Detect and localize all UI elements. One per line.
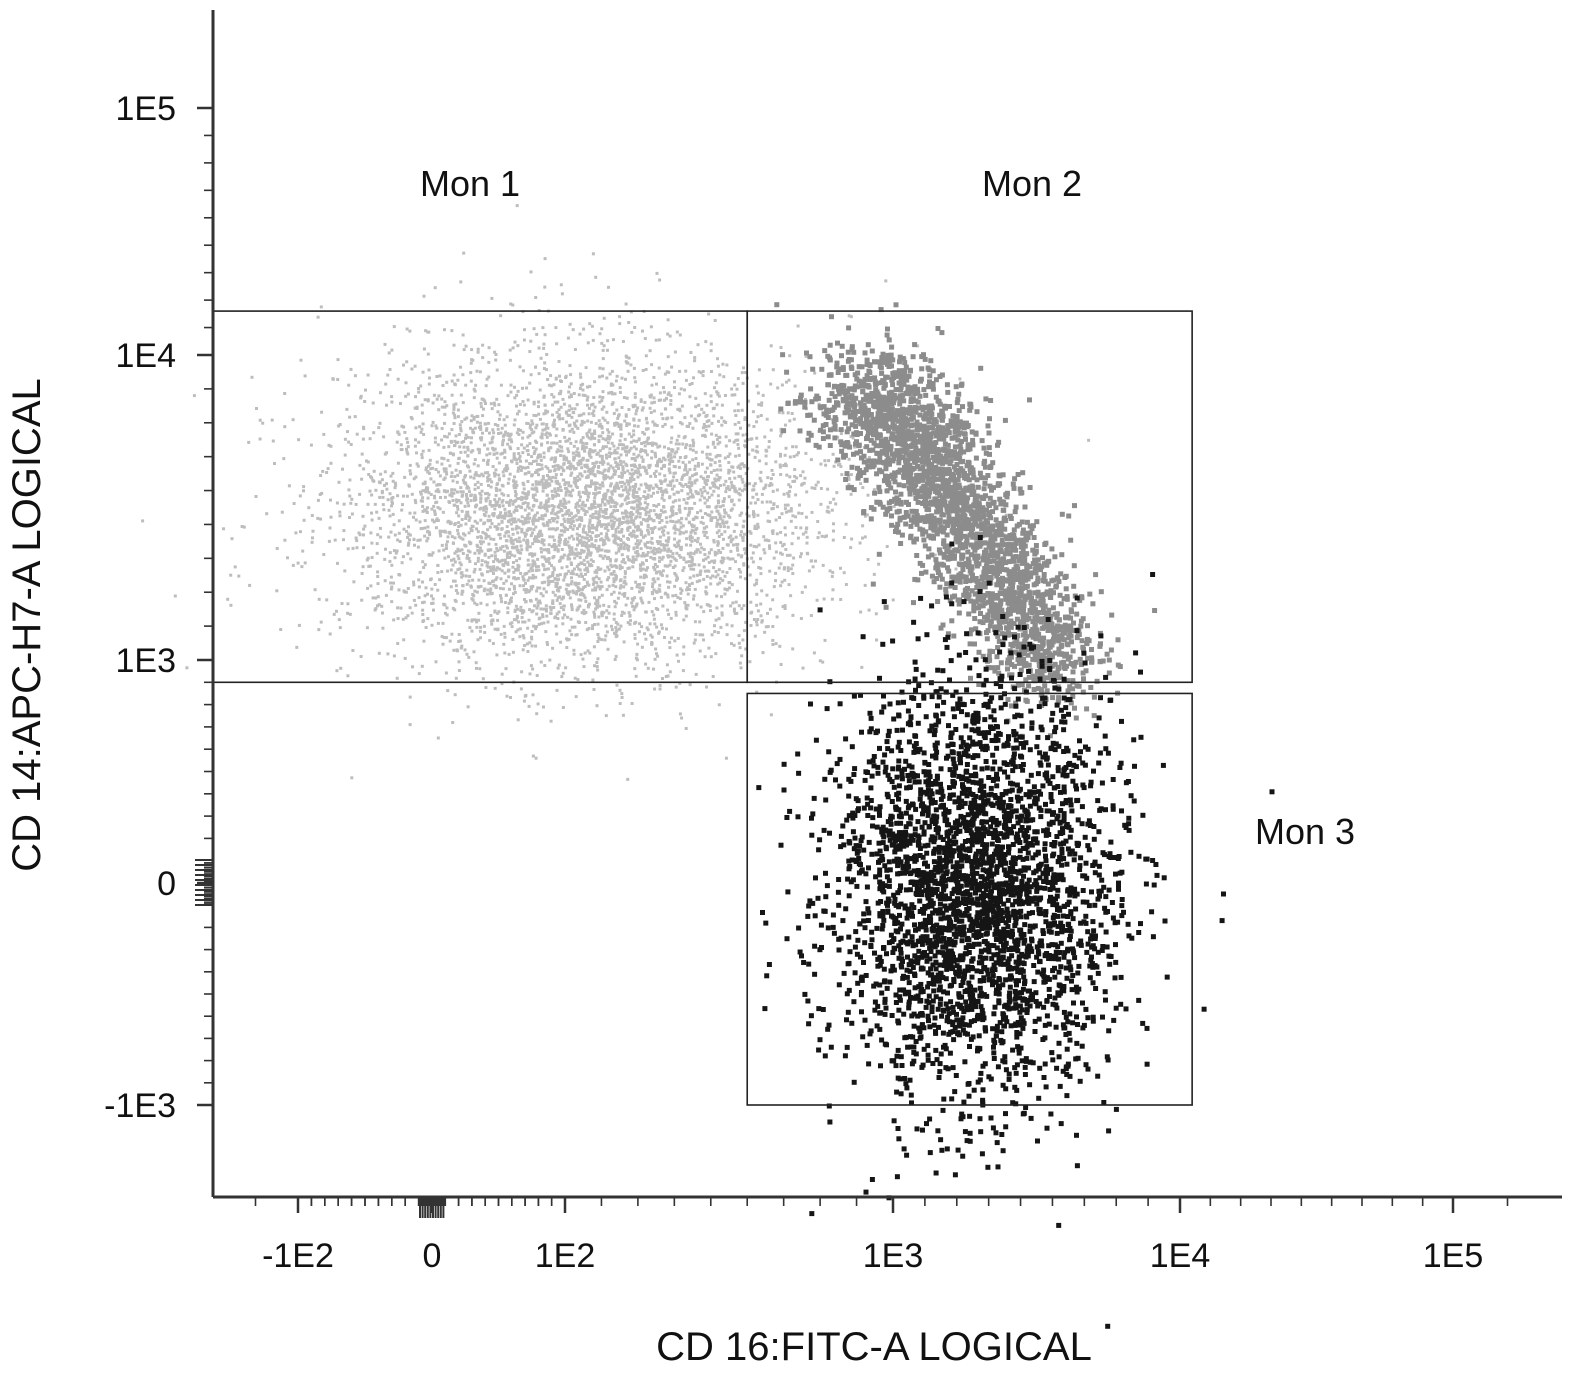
x-tick-label: 0: [423, 1237, 442, 1275]
y-tick-label: 1E4: [116, 337, 177, 375]
axis-ticks: [195, 106, 1509, 1218]
x-tick-label: 1E5: [1423, 1237, 1484, 1275]
gate-label: Mon 3: [1255, 811, 1355, 852]
axes: [211, 10, 1562, 1199]
y-tick-label: 1E3: [116, 642, 177, 680]
gate-labels: Mon 1 Mon 2 Mon 3: [420, 163, 1355, 852]
tick-labels: -1E2 0 1E2 1E3 1E4 1E5 -1E3 0 1E3 1E4 1E5: [104, 90, 1483, 1275]
gate-rectangles: [212, 310, 1193, 1106]
series-mon-1: [141, 204, 1091, 781]
gate-label: Mon 2: [982, 163, 1082, 204]
gate-label: Mon 1: [420, 163, 520, 204]
series-mon-2: [774, 302, 1158, 739]
y-tick-label: 0: [157, 865, 176, 903]
x-tick-label: -1E2: [262, 1237, 334, 1275]
gate-mon-3: [746, 692, 1193, 1106]
y-tick-label: 1E5: [116, 90, 177, 128]
x-axis-title: CD 16:FITC-A LOGICAL: [656, 1325, 1092, 1369]
x-tick-label: 1E3: [863, 1237, 924, 1275]
y-tick-label: -1E3: [104, 1087, 176, 1125]
series-mon-3: [756, 535, 1275, 1329]
y-axis-title: CD 14:APC-H7-A LOGICAL: [5, 378, 49, 872]
scatter-points: [141, 204, 1275, 1329]
x-tick-label: 1E2: [535, 1237, 596, 1275]
gate-mon-2: [746, 310, 1193, 684]
x-tick-label: 1E4: [1150, 1237, 1211, 1275]
